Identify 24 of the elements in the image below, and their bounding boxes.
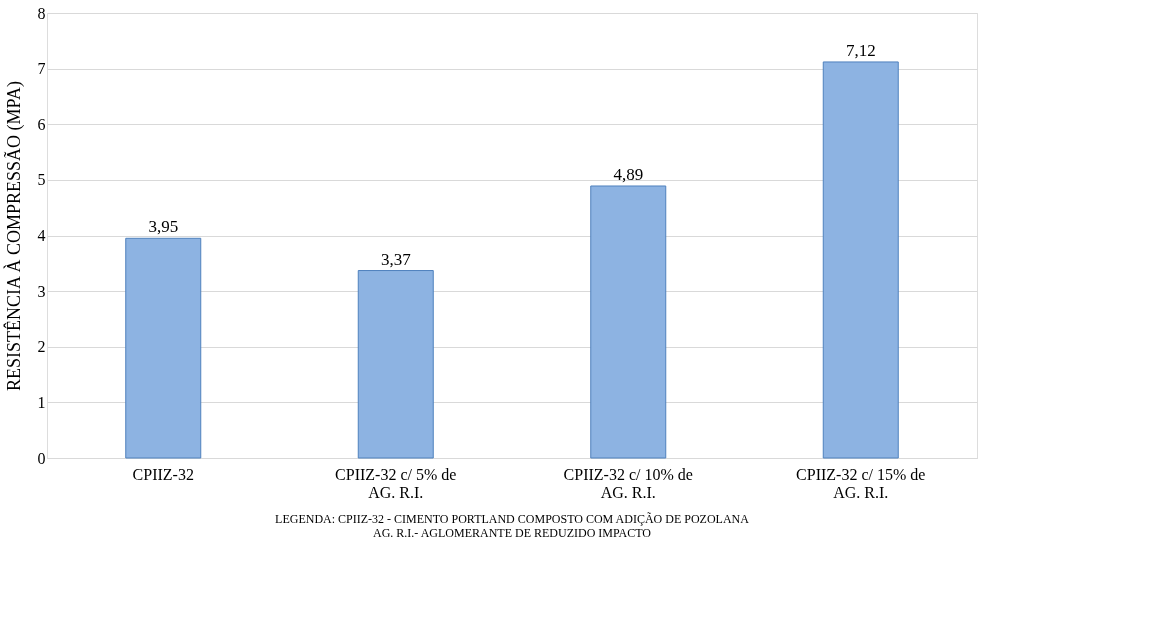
y-tick-label: 4: [37, 227, 46, 244]
x-tick-label: CPIIZ-32: [132, 465, 194, 483]
y-tick-label: 6: [37, 115, 46, 133]
x-tick-label: CPIIZ-32 c/ 15% de AG. R.I.: [796, 465, 926, 501]
x-tick-label: CPIIZ-32 c/ 5% de AG. R.I.: [335, 465, 457, 501]
bar: [125, 237, 202, 459]
text: AG. R.I.- AGLOMERANTE DE REDUZIDO IMPACTO: [373, 526, 652, 540]
text: LEGENDA: CPIIZ-32 - CIMENTO PORTLAND COMPOSTO COM ADIÇÃO DE POZOLANA: [275, 512, 750, 526]
y-tick-label: 0: [37, 449, 46, 467]
bar: [590, 185, 667, 459]
y-tick-label: 1: [37, 393, 46, 411]
x-tick-label: CPIIZ-32 c/ 10% de AG. R.I.: [563, 465, 693, 501]
bar: [357, 270, 434, 459]
data-label: 3,95: [148, 217, 179, 237]
bar: [822, 61, 899, 459]
y-axis-title: RESISTÊNCIA À COMPRESSÃO (MPA): [2, 81, 25, 391]
y-tick-label: 8: [37, 4, 46, 22]
data-label: 7,12: [845, 40, 876, 60]
y-tick-label: 2: [37, 338, 46, 356]
y-tick-label: 7: [37, 60, 46, 78]
data-label: 3,37: [380, 249, 412, 269]
data-label: 4,89: [613, 164, 644, 184]
y-tick-label: 3: [37, 282, 46, 300]
y-tick-label: 5: [37, 171, 46, 189]
